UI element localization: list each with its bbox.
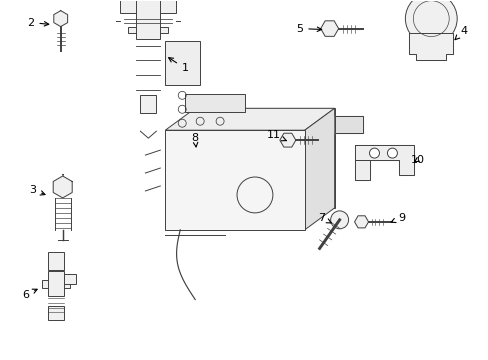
Bar xyxy=(128,27,168,32)
Text: 2: 2 xyxy=(27,18,49,28)
Polygon shape xyxy=(54,11,67,27)
Polygon shape xyxy=(195,108,334,208)
Polygon shape xyxy=(354,216,368,228)
Text: 8: 8 xyxy=(191,133,198,147)
Polygon shape xyxy=(408,32,452,60)
Circle shape xyxy=(386,148,397,158)
Polygon shape xyxy=(354,160,369,180)
Polygon shape xyxy=(279,133,295,147)
Text: 7: 7 xyxy=(318,213,330,223)
Bar xyxy=(48,252,63,270)
Bar xyxy=(48,271,63,296)
Text: 11: 11 xyxy=(266,130,286,141)
Polygon shape xyxy=(53,176,72,198)
Circle shape xyxy=(330,211,348,229)
Text: 6: 6 xyxy=(22,289,37,300)
Text: 1: 1 xyxy=(168,58,188,73)
Bar xyxy=(165,41,200,85)
Circle shape xyxy=(405,0,456,45)
Text: 3: 3 xyxy=(29,185,45,195)
Text: 4: 4 xyxy=(454,26,467,40)
Text: 5: 5 xyxy=(296,24,321,33)
Polygon shape xyxy=(320,21,338,36)
Bar xyxy=(185,94,244,112)
Circle shape xyxy=(369,148,379,158)
Bar xyxy=(140,95,156,113)
Polygon shape xyxy=(354,145,413,175)
Bar xyxy=(120,0,176,13)
Polygon shape xyxy=(304,108,334,230)
Polygon shape xyxy=(334,116,362,133)
Bar xyxy=(48,306,63,320)
Bar xyxy=(63,274,76,284)
Text: 9: 9 xyxy=(390,213,404,223)
Polygon shape xyxy=(165,130,304,230)
Text: 10: 10 xyxy=(409,155,424,165)
Polygon shape xyxy=(165,108,334,130)
Bar xyxy=(136,0,160,39)
Bar xyxy=(41,280,69,288)
